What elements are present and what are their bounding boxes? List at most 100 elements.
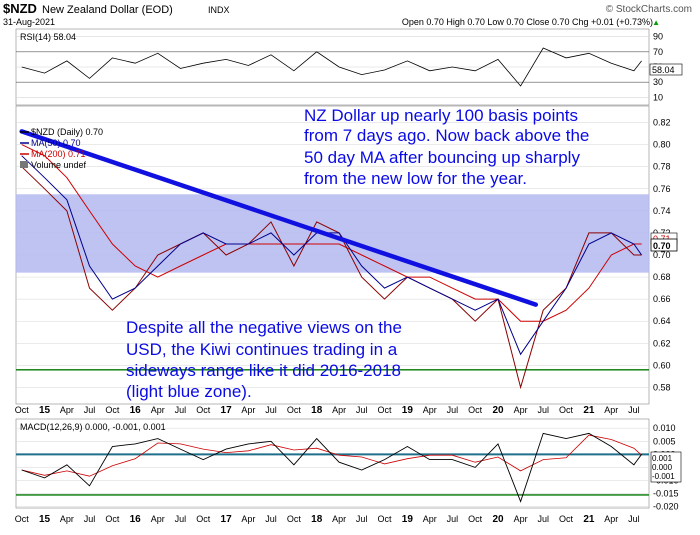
macd-last-box (650, 451, 682, 483)
annotation-bottom-line-2: USD, the Kiwi continues trading in a (126, 340, 398, 359)
rsi-last-value-box (649, 63, 683, 76)
annotation-bottom: Despite all the negative views on the US… (126, 318, 402, 401)
x-tick-label: Jul (84, 405, 96, 415)
x-tick-label: Oct (105, 405, 120, 415)
x-tick-label: 17 (221, 514, 233, 525)
ma200-line (21, 144, 642, 322)
price-tick-label: 0.64 (653, 316, 671, 326)
price-tick-label: 0.66 (653, 294, 671, 304)
macd-last-3: -0.001 (652, 472, 675, 481)
x-tick-label: Apr (241, 514, 255, 524)
x-tick-label: Jul (265, 514, 277, 524)
x-tick-label: Oct (378, 405, 393, 415)
x-tick-label: Jul (447, 514, 459, 524)
annotation-bottom-line-3: sideways range like it did 2016-2018 (126, 361, 401, 380)
symbol: $NZD (3, 1, 37, 16)
x-tick-label: 15 (39, 514, 51, 525)
annotation-top-line-4: from the new low for the year. (304, 169, 527, 188)
rsi-tick-label: 70 (653, 47, 663, 57)
x-tick-label: Apr (151, 514, 165, 524)
x-tick-label: 19 (402, 405, 414, 416)
x-tick-label: Oct (15, 514, 30, 524)
rsi-tick-label: 30 (653, 77, 663, 87)
x-tick-label: Apr (241, 405, 255, 415)
range-zone (16, 194, 649, 273)
x-tick-label: Apr (604, 514, 618, 524)
macd-tick-label: 0.005 (653, 436, 676, 446)
x-tick-label: Oct (559, 405, 574, 415)
x-tick-label: 20 (492, 405, 504, 416)
x-tick-label: Jul (265, 405, 277, 415)
x-tick-label: 19 (402, 514, 414, 525)
change-up-icon: ▲ (652, 18, 660, 27)
rsi-tick-label: 90 (653, 32, 663, 42)
x-tick-label: Jul (84, 514, 96, 524)
x-tick-label: Apr (332, 514, 346, 524)
x-tick-label: Apr (332, 405, 346, 415)
x-tick-label: 16 (130, 405, 142, 416)
legend-ma50: MA(50) 0.70 (31, 138, 81, 148)
annotation-bottom-line-4: (light blue zone). (126, 382, 252, 401)
x-tick-label: Jul (537, 405, 549, 415)
x-tick-label: 21 (583, 405, 595, 416)
date-label: 31-Aug-2021 (3, 17, 55, 27)
x-tick-label: 17 (221, 405, 233, 416)
x-tick-label: 16 (130, 514, 142, 525)
macd-tick-label: -0.020 (653, 502, 679, 512)
ma50-line (21, 155, 643, 356)
x-tick-label: Apr (151, 405, 165, 415)
price-tick-label: 0.80 (653, 140, 671, 150)
x-tick-label: Apr (423, 405, 437, 415)
macd-label: MACD(12,26,9) 0.000, -0.001, 0.001 (20, 422, 166, 432)
x-tick-label: Oct (378, 514, 393, 524)
x-tick-label: Apr (60, 405, 74, 415)
macd-tick-label: 0.010 (653, 423, 676, 433)
x-tick-label: Apr (423, 514, 437, 524)
price-tick-label: 0.62 (653, 338, 671, 348)
legend-ma200: MA(200) 0.71 (31, 149, 86, 159)
x-tick-label: Jul (175, 405, 187, 415)
annotation-top-line-2: from 7 days ago. Now back above the (304, 126, 589, 145)
legend-price: $NZD (Daily) 0.70 (31, 127, 103, 137)
macd-line (21, 432, 642, 503)
annotation-bottom-line-1: Despite all the negative views on the (126, 318, 402, 337)
ohlc-readout: Open 0.70 High 0.70 Low 0.70 Close 0.70 … (402, 17, 653, 27)
x-tick-label: Oct (287, 514, 302, 524)
x-tick-label: 21 (583, 514, 595, 525)
price-legend: $NZD (Daily) 0.70 MA(50) 0.70 MA(200) 0.… (20, 127, 103, 170)
price-tick-label: 0.76 (653, 184, 671, 194)
x-tick-label: Oct (468, 405, 483, 415)
x-tick-label: Jul (537, 514, 549, 524)
price-tick-label: 0.68 (653, 272, 671, 282)
x-tick-label: Apr (514, 514, 528, 524)
annotation-top-line-3: 50 day MA after bouncing up sharply (304, 148, 580, 167)
rsi-label: RSI(14) 58.04 (20, 32, 76, 42)
x-tick-label: Apr (60, 514, 74, 524)
x-tick-label: Oct (559, 514, 574, 524)
x-tick-label: Jul (447, 405, 459, 415)
x-tick-label: Oct (196, 405, 211, 415)
x-tick-label: Oct (15, 405, 30, 415)
x-tick-label: Oct (196, 514, 211, 524)
price-last-box (650, 238, 678, 252)
x-tick-label: Jul (175, 514, 187, 524)
price-tick-label: 0.60 (653, 360, 671, 370)
macd-last-2: 0.000 (652, 463, 673, 472)
price-tick-label: 0.70 (653, 250, 671, 260)
x-tick-label: 15 (39, 405, 51, 416)
rsi-grid (16, 36, 649, 98)
x-tick-label: Jul (356, 405, 368, 415)
x-tick-label: Jul (356, 514, 368, 524)
x-axis-price: Oct 15 Apr Jul Oct 16 Apr Jul Oct 17 Apr Jul Oct 18 Ap… (15, 405, 640, 416)
price-tick-label: 0.78 (653, 162, 671, 172)
exchange: INDX (208, 5, 230, 15)
x-tick-label: 20 (492, 514, 504, 525)
macd-tick-label: -0.015 (653, 489, 679, 499)
x-tick-label: Oct (287, 405, 302, 415)
x-tick-label: Oct (468, 514, 483, 524)
x-tick-label: Apr (514, 405, 528, 415)
rsi-tick-label: 10 (653, 92, 663, 102)
instrument-name: New Zealand Dollar (EOD) (42, 4, 173, 16)
trend-line (19, 129, 539, 307)
